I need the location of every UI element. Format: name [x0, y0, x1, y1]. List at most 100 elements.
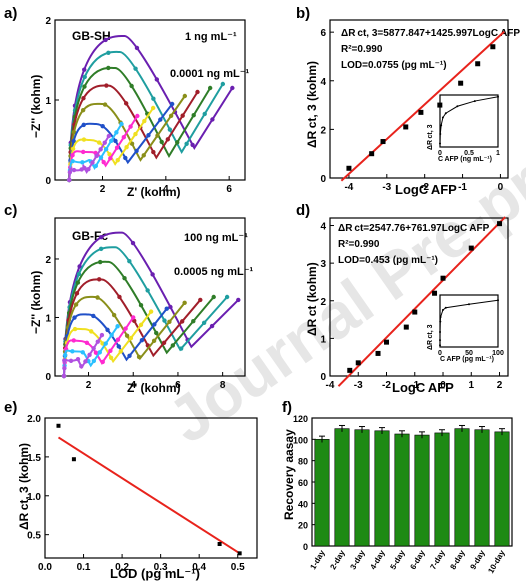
panel-a-series-4-marker: [123, 101, 129, 106]
panel-a-series-1-marker: [103, 37, 108, 43]
panel-a-ytick-label: 2: [45, 16, 51, 27]
panel-f-category-label: 7-day: [428, 548, 447, 571]
panel-a-series-5-marker: [155, 133, 160, 138]
panel-c-series-2-marker: [162, 318, 167, 323]
panel-a-ytick-label: 0: [45, 176, 51, 187]
panel-c-series-4-marker: [179, 319, 185, 324]
panel-f-bar: [414, 434, 430, 547]
panel-b-inset-line: [439, 96, 499, 144]
panel-e-point: [56, 423, 61, 428]
panel-a-xtick-label: 4: [163, 184, 169, 195]
panel-a-series-10-marker: [94, 153, 99, 159]
panel-a-series-4-marker: [151, 149, 156, 155]
panel-label-c: c): [4, 202, 17, 219]
panel-d-point: [384, 339, 390, 345]
panel-b-point: [490, 44, 496, 50]
panel-b-xtick-label: -4: [344, 182, 353, 193]
panel-a-series-6-marker: [146, 133, 151, 138]
panel-c-series-1-marker: [130, 240, 136, 246]
panel-d-point: [497, 221, 503, 227]
panel-a-series-7-marker: [107, 152, 112, 157]
panel-c-ytick-label: 1: [45, 313, 51, 324]
panel-a-series-9-marker: [109, 138, 114, 143]
panel-d-ytick-label: 0: [320, 372, 326, 383]
panel-c-series-2-marker: [98, 246, 104, 252]
panel-a-series-4-marker: [104, 83, 109, 88]
panel-c-series-3-marker: [97, 259, 103, 265]
panel-a-series-7-marker: [81, 137, 87, 142]
panel-c-xtick-label: 2: [86, 380, 92, 391]
panel-c-series-8-marker: [123, 326, 128, 331]
panel-c-series-9-marker: [109, 332, 114, 338]
panel-label-b: b): [296, 5, 310, 22]
panel-e-point: [217, 542, 222, 546]
panel-c-series-7-marker: [148, 309, 154, 314]
panel-c-series-5-marker: [182, 300, 187, 306]
panel-e-xtick-label: 0.2: [115, 562, 129, 573]
panel-a-xtick-label: 2: [100, 184, 106, 195]
panel-a-series-10-marker: [82, 165, 87, 171]
panel-c-series-6-marker: [91, 313, 96, 319]
panel-c-series-5-marker: [136, 354, 142, 360]
panel-a-series-9-marker: [93, 163, 99, 169]
panel-a-series-5-marker: [182, 93, 188, 99]
panel-a-series-8-marker: [80, 149, 86, 155]
panel-c-series-5-line: [62, 295, 186, 377]
panel-a-series-10-marker: [86, 166, 91, 172]
panel-a-series-9-marker: [98, 155, 104, 160]
panel-a-series-2-marker: [106, 50, 111, 55]
panel-c-series-8-marker: [93, 350, 99, 355]
panel-f-ytick-label: 80: [298, 457, 308, 467]
panel-b-point: [403, 124, 409, 130]
panel-f-bar: [434, 432, 450, 547]
panel-e-ytick-label: 1.0: [27, 492, 41, 503]
panel-a-series-8-marker: [128, 124, 133, 129]
panel-b-point: [346, 165, 352, 171]
panel-d-eq: ΔR ct=2547.76+761.97LogC AFP: [338, 223, 490, 234]
panel-b-ylabel: ΔR ct, 3 (kohm): [305, 61, 319, 148]
panel-d-xtick-label: -1: [410, 380, 419, 391]
panel-c-series-4-marker: [198, 297, 203, 303]
panel-b-plot-frame: [329, 19, 509, 179]
panel-a-series-5-marker: [102, 102, 108, 107]
panel-b-ytick-label: 0: [320, 174, 326, 185]
panel-b-inset-ylabel: ΔR ct, 3: [427, 124, 434, 150]
panel-a-series-7-marker: [142, 118, 147, 124]
panel-c-xtick-label: 8: [220, 380, 226, 391]
panel-c-series-1-line: [62, 231, 240, 377]
panel-a-series-9-marker: [80, 160, 85, 165]
panel-d-point: [412, 309, 418, 315]
panel-e-ytick-label: 1.5: [27, 453, 41, 464]
panel-c-series-4-marker: [161, 340, 167, 346]
panel-b-point: [475, 61, 481, 67]
panel-a-series-3-marker: [175, 140, 180, 145]
panel-b-lod: LOD=0.0755 (pg mL⁻¹): [341, 60, 447, 71]
panel-c-series-6-marker: [164, 306, 169, 311]
panel-d-point: [355, 360, 361, 366]
panel-d-inset-xtick-label: 0: [438, 350, 442, 357]
panel-f-category-label: 3-day: [348, 548, 367, 571]
panel-a-series-5-marker: [129, 141, 135, 146]
panel-f-ytick-label: 0: [303, 542, 308, 552]
panel-c-ann-top: 100 ng mL⁻¹: [184, 232, 248, 244]
panel-a-series-6-marker: [123, 155, 128, 161]
panel-d-point: [347, 367, 353, 373]
panel-d-xlabel: LogC AFP: [392, 380, 454, 395]
panel-a-series-2-marker: [220, 81, 226, 87]
panel-a-series-2-marker: [167, 127, 173, 132]
panel-a-series-8-marker: [108, 156, 113, 161]
panel-a-series-5-marker: [80, 107, 86, 113]
panel-a-series-10-marker: [71, 167, 77, 173]
panel-e-xtick-label: 0.5: [231, 562, 245, 573]
panel-d-ylabel: ΔR ct (kohm): [305, 262, 319, 336]
panel-c-series-2-marker: [145, 288, 150, 293]
panel-c-series-5-marker: [124, 333, 130, 338]
panel-c-series-10-marker: [79, 364, 84, 369]
panel-b-inset-xtick-label: 0.5: [464, 150, 474, 157]
panel-b-point: [369, 151, 375, 157]
panel-a-series-8-marker: [135, 113, 140, 119]
panel-c-series-10-marker: [99, 332, 105, 338]
panel-a-series-4-marker: [165, 137, 171, 142]
panel-c-series-2-marker: [76, 271, 82, 277]
panel-f-category-label: 8-day: [448, 548, 467, 571]
